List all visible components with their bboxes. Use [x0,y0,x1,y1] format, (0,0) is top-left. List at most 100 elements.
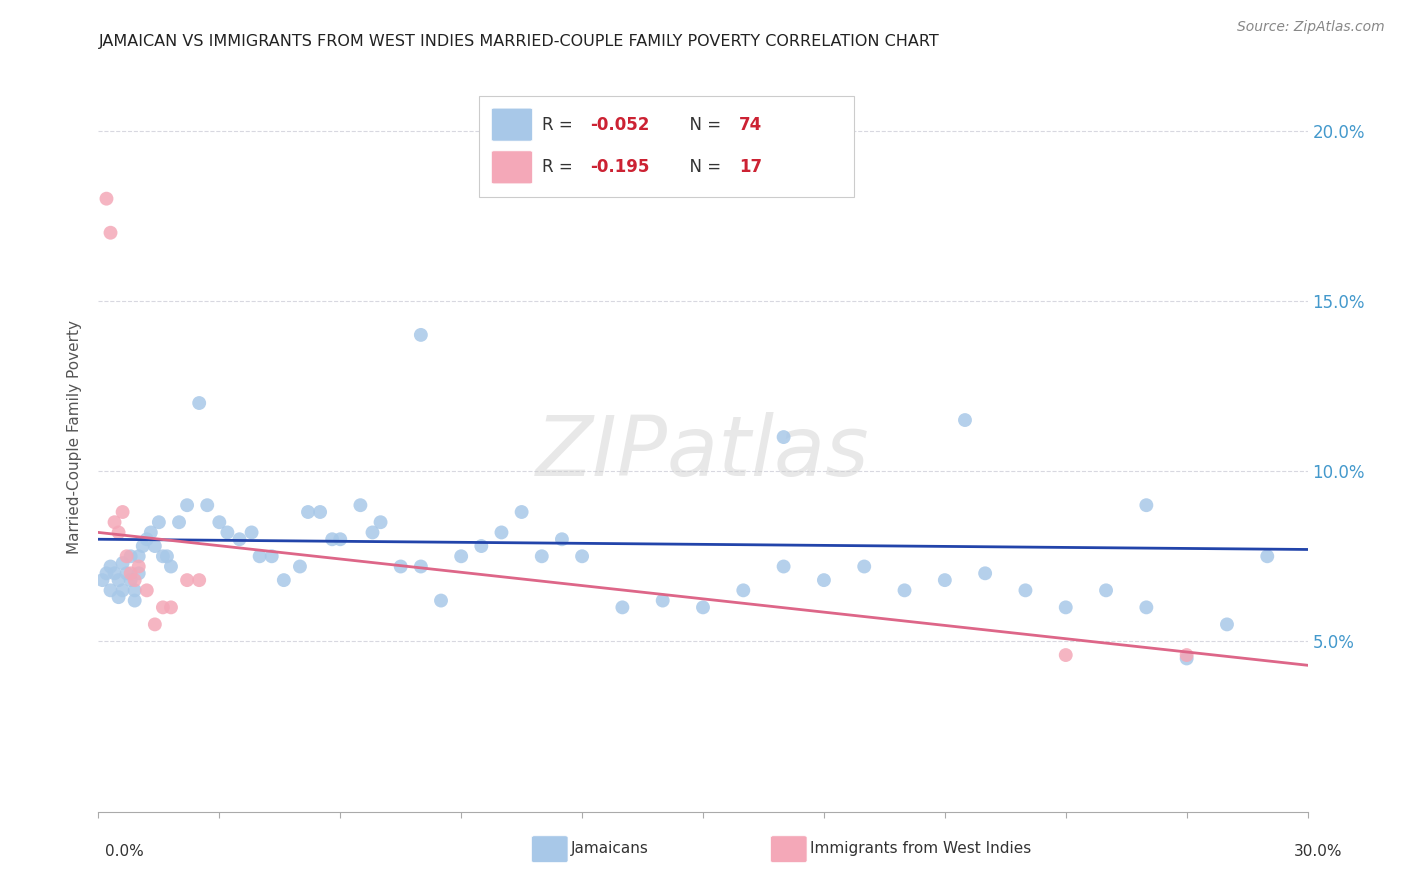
Point [228,533,250,547]
Point [115,566,138,581]
Text: N =: N = [679,159,725,177]
Point [934,573,956,587]
Point [124,573,146,587]
Point [612,600,634,615]
Point [551,533,574,547]
Point [1256,549,1278,564]
Text: Source: ZipAtlas.com: Source: ZipAtlas.com [1237,20,1385,34]
Point [107,590,129,604]
Point [96,566,118,581]
FancyBboxPatch shape [492,108,533,141]
Y-axis label: Married-Couple Family Poverty: Married-Couple Family Poverty [67,320,83,554]
Point [128,559,150,574]
Point [188,396,211,410]
Point [772,559,794,574]
Point [139,525,162,540]
Point [120,573,142,587]
Text: 74: 74 [740,116,762,134]
Point [100,583,122,598]
Point [107,573,129,587]
Point [124,583,146,598]
Point [135,583,157,598]
Point [124,593,146,607]
Point [120,566,142,581]
Point [813,573,835,587]
Point [120,549,142,564]
Point [96,192,118,206]
FancyBboxPatch shape [492,151,533,184]
Text: Immigrants from West Indies: Immigrants from West Indies [810,841,1031,855]
Text: N =: N = [679,116,725,134]
Point [389,559,412,574]
Point [260,549,283,564]
Point [176,498,198,512]
Point [692,600,714,615]
Point [111,583,134,598]
Point [1054,600,1077,615]
Text: 30.0%: 30.0% [1295,845,1343,859]
Point [491,525,513,540]
Point [1175,648,1198,662]
FancyBboxPatch shape [479,96,855,197]
Point [152,549,174,564]
Point [143,617,166,632]
Point [1175,651,1198,665]
Point [953,413,976,427]
Text: 0.0%: 0.0% [105,845,145,859]
Point [188,573,211,587]
Point [100,226,122,240]
Point [470,539,492,553]
Point [329,533,352,547]
Point [208,515,231,529]
Text: JAMAICAN VS IMMIGRANTS FROM WEST INDIES MARRIED-COUPLE FAMILY POVERTY CORRELATIO: JAMAICAN VS IMMIGRANTS FROM WEST INDIES … [98,34,939,49]
Text: Jamaicans: Jamaicans [571,841,648,855]
Point [111,505,134,519]
Point [103,515,125,529]
Point [143,539,166,553]
Point [240,525,263,540]
Point [100,559,122,574]
Point [1216,617,1239,632]
Point [111,556,134,570]
Point [530,549,553,564]
Point [132,539,155,553]
Point [361,525,384,540]
Text: -0.195: -0.195 [591,159,650,177]
Point [160,559,183,574]
Point [128,566,150,581]
Point [1014,583,1036,598]
Point [288,559,311,574]
Point [148,515,170,529]
Point [772,430,794,444]
Point [321,533,343,547]
Point [733,583,755,598]
Point [297,505,319,519]
Point [430,593,453,607]
Point [152,600,174,615]
Point [160,600,183,615]
Text: ZIPatlas: ZIPatlas [536,411,870,492]
Point [893,583,915,598]
Point [1135,600,1157,615]
Text: 17: 17 [740,159,762,177]
Point [167,515,190,529]
Point [128,549,150,564]
Point [156,549,179,564]
Text: -0.052: -0.052 [591,116,650,134]
Point [309,505,332,519]
Point [450,549,472,564]
Point [249,549,271,564]
Point [571,549,593,564]
Point [91,573,114,587]
Text: R =: R = [543,116,578,134]
Point [195,498,218,512]
Point [409,559,432,574]
Point [349,498,371,512]
Point [651,593,673,607]
Point [370,515,392,529]
Text: R =: R = [543,159,578,177]
Point [853,559,876,574]
Point [974,566,997,581]
Point [135,533,157,547]
Point [510,505,533,519]
